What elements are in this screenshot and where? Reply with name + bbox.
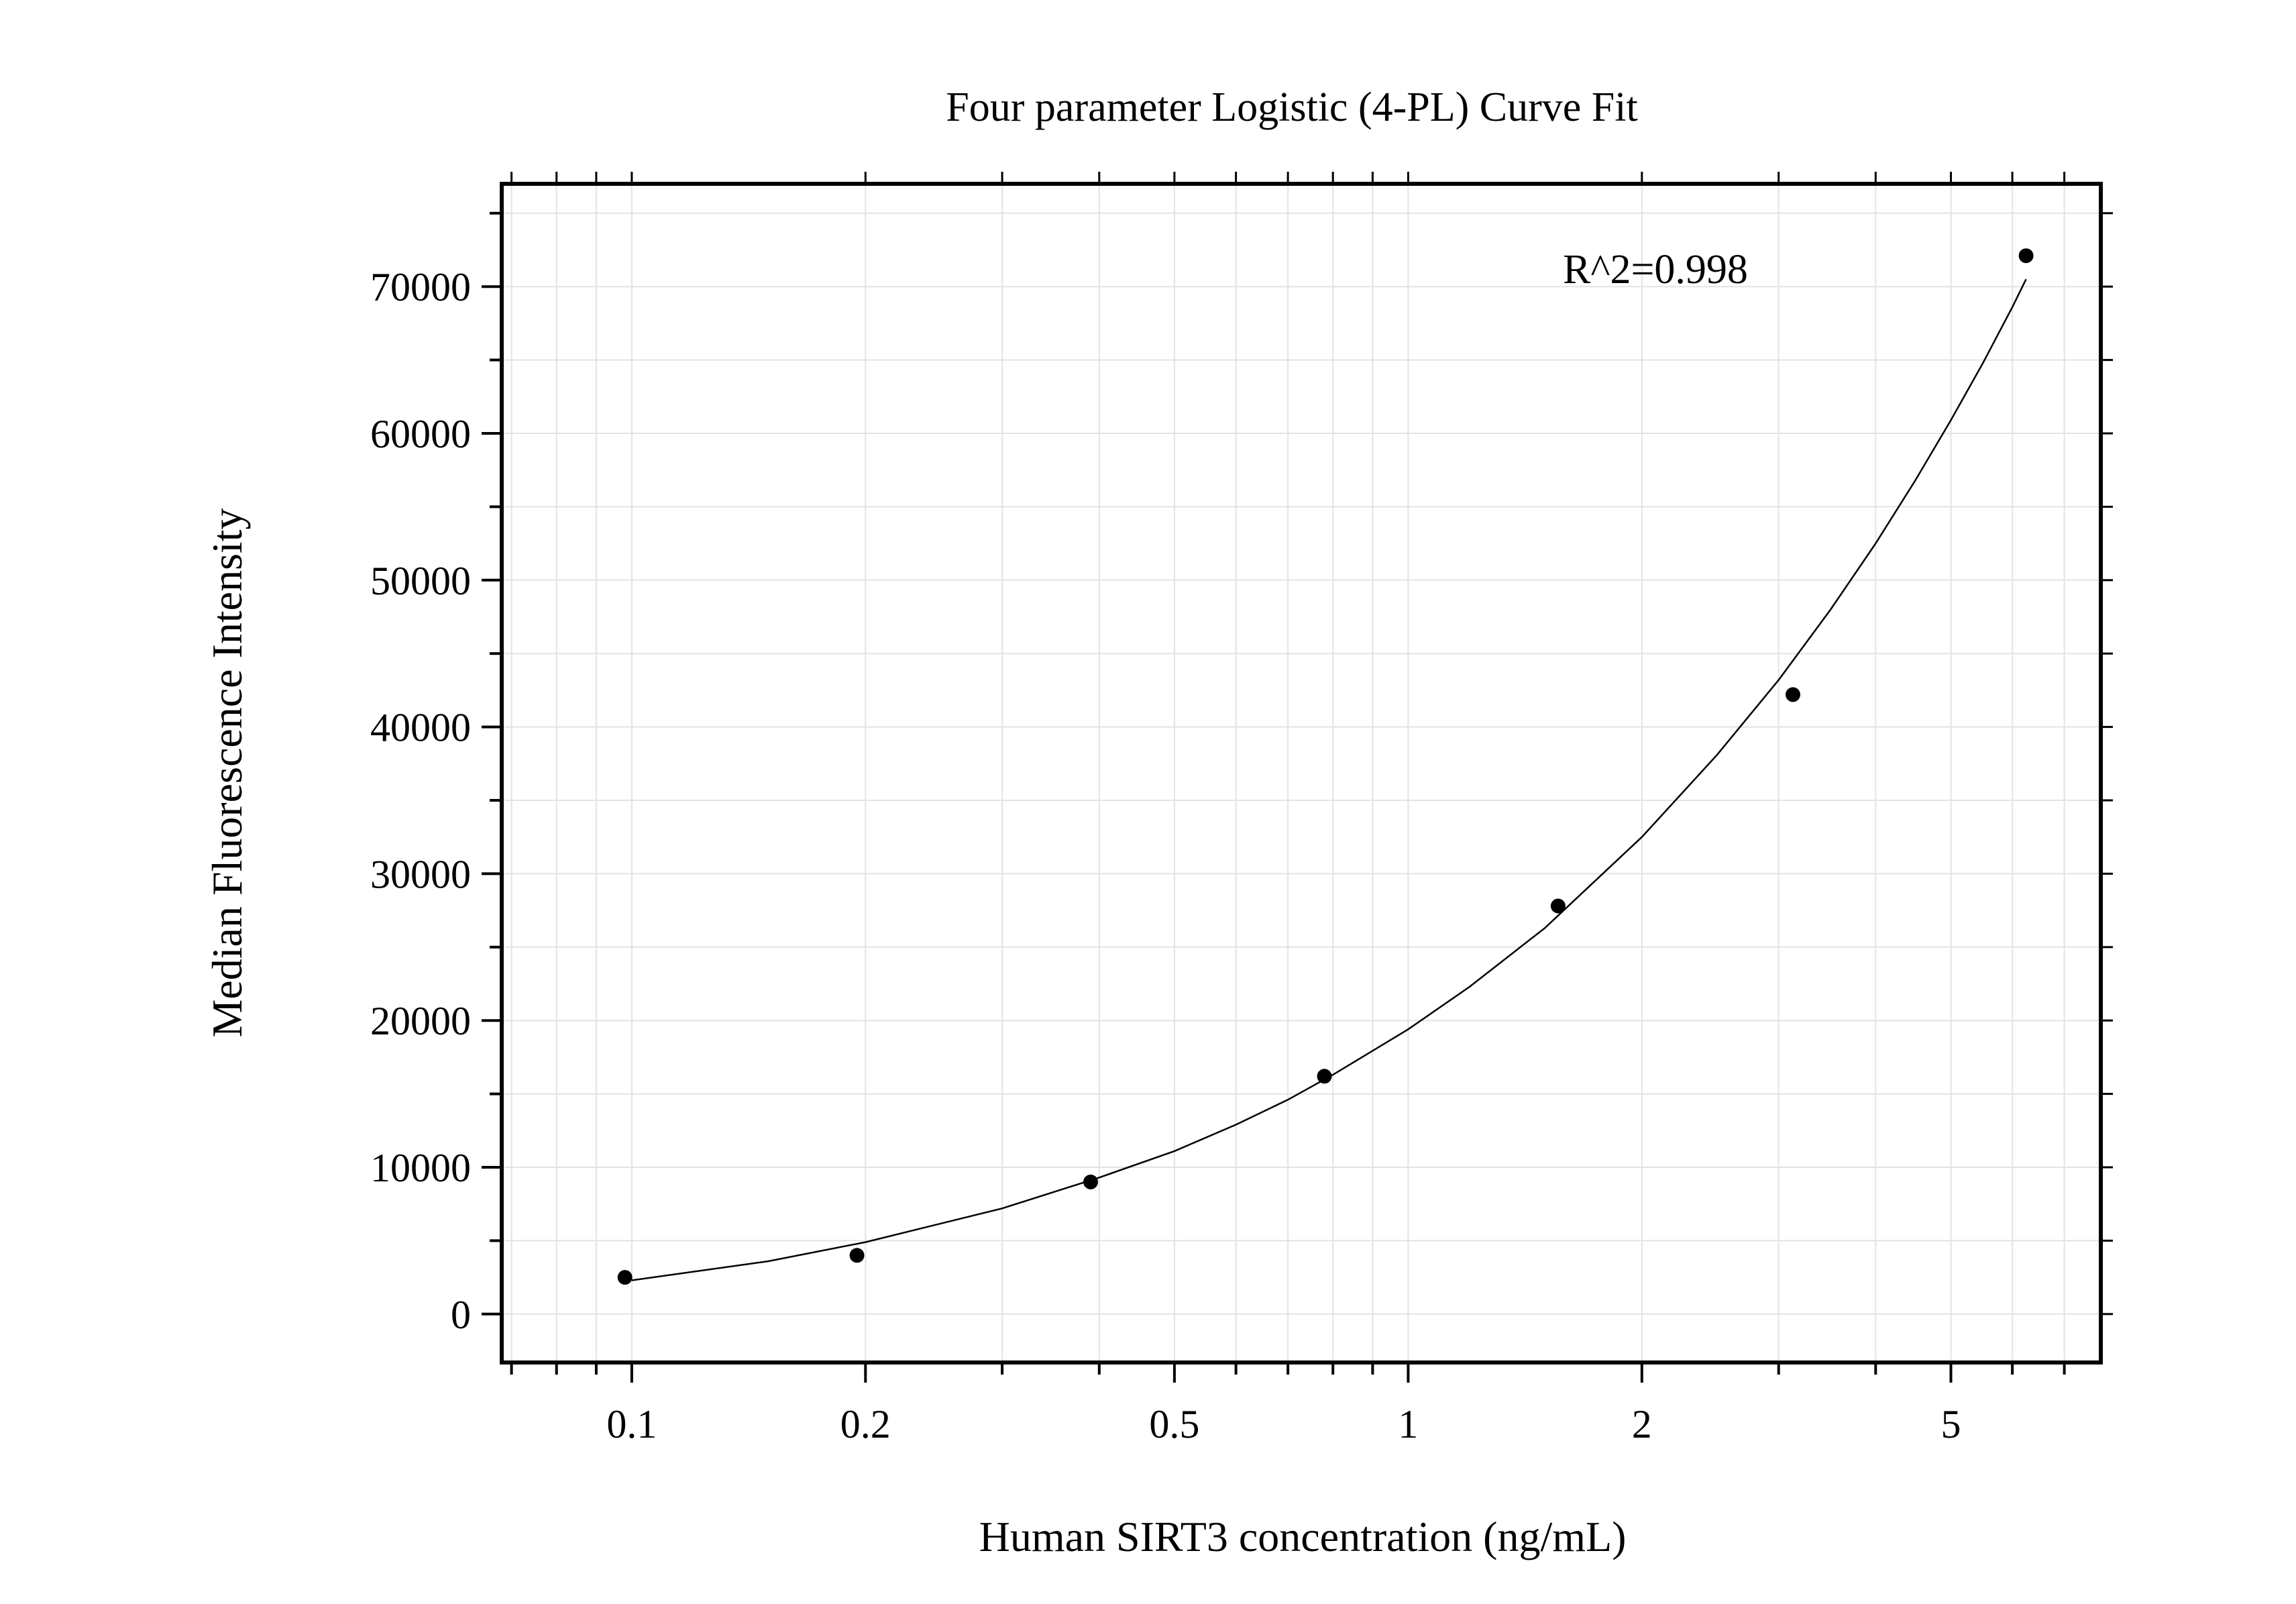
y-tick-label: 40000 — [370, 706, 471, 750]
data-point — [849, 1248, 865, 1263]
data-point — [2018, 248, 2034, 264]
chart-title: Four parameter Logistic (4-PL) Curve Fit — [946, 85, 1637, 130]
x-tick-label: 1 — [1398, 1402, 1418, 1446]
data-point — [1550, 898, 1566, 914]
y-tick-label: 0 — [451, 1293, 471, 1337]
x-tick-label: 5 — [1941, 1402, 1961, 1446]
y-tick-label: 70000 — [370, 265, 471, 309]
tick-labels: 0.1 0.2 0.5 1 2 5 0 10000 20000 30000 40000 50000 60… — [370, 265, 1961, 1446]
fit-curve-layer — [631, 278, 2027, 1281]
plot-frame — [500, 182, 2103, 1365]
r-squared-annotation: R^2=0.998 — [1563, 247, 1748, 292]
data-point — [1317, 1069, 1332, 1084]
x-tick-label: 0.5 — [1149, 1402, 1199, 1446]
data-point — [1083, 1174, 1098, 1189]
x-axis-label: Human SIRT3 concentration (ng/mL) — [979, 1513, 1627, 1560]
y-tick-label: 60000 — [370, 412, 471, 456]
y-tick-label: 20000 — [370, 999, 471, 1043]
fit-curve — [631, 278, 2027, 1281]
y-axis-label: Median Fluorescence Intensity — [203, 508, 251, 1037]
y-tick-label: 10000 — [370, 1146, 471, 1190]
x-tick-label: 0.2 — [840, 1402, 891, 1446]
y-tick-label: 30000 — [370, 852, 471, 896]
data-point — [617, 1270, 633, 1285]
data-points — [617, 248, 2034, 1285]
x-tick-label: 0.1 — [606, 1402, 657, 1446]
grid-lines — [502, 184, 2101, 1362]
axis-ticks — [482, 172, 2113, 1383]
data-point — [1786, 687, 1800, 702]
x-tick-label: 2 — [1632, 1402, 1652, 1446]
y-tick-label: 50000 — [370, 559, 471, 603]
